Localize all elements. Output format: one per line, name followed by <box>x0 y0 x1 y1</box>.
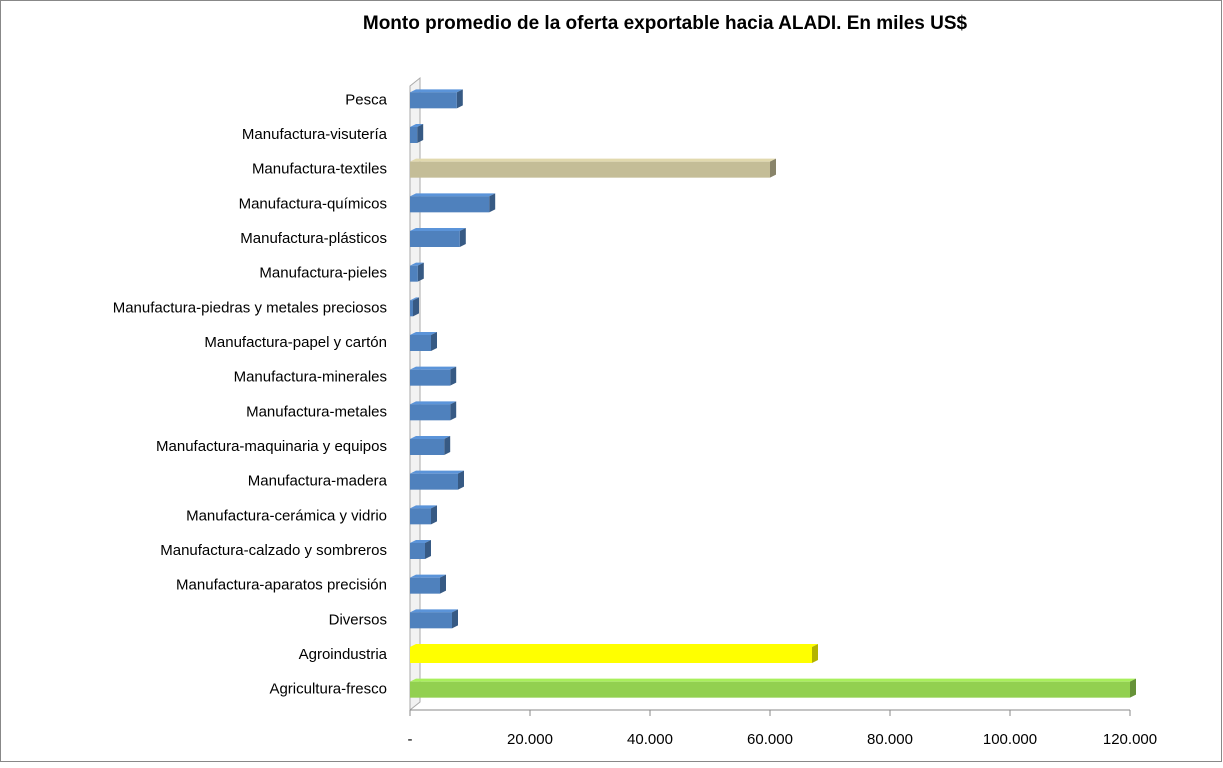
bar-side <box>450 366 457 386</box>
y-tick-label: Manufactura-pieles <box>259 265 387 282</box>
bar-side <box>452 609 458 629</box>
y-tick-label: Manufactura-minerales <box>234 369 387 386</box>
y-tick-label: Manufactura-plásticos <box>240 230 387 247</box>
x-tick-label: 40.000 <box>627 731 673 748</box>
bar-side <box>770 158 776 178</box>
chart-title: Monto promedio de la oferta exportable h… <box>363 13 968 34</box>
bar-side <box>444 436 451 455</box>
bar-top <box>410 193 496 197</box>
y-tick-label: Manufactura-aparatos precisión <box>176 577 387 594</box>
bar <box>410 231 460 247</box>
bar <box>410 612 452 629</box>
bar-top <box>410 228 466 231</box>
bar-side <box>413 297 419 317</box>
bar-top <box>410 124 424 127</box>
y-tick-label: Agroindustria <box>299 646 388 663</box>
x-tick-label: 80.000 <box>867 731 913 748</box>
y-tick-label: Manufactura-maquinaria y equipos <box>156 438 387 455</box>
bar-top <box>410 366 457 370</box>
x-tick-label: - <box>408 731 413 748</box>
bar-top <box>410 644 818 647</box>
y-tick-label: Manufactura-textiles <box>252 161 387 178</box>
bar-top <box>410 609 458 613</box>
bar-top <box>410 262 424 266</box>
bar-side <box>440 574 446 594</box>
bar-side <box>456 89 463 109</box>
bar-side <box>425 540 431 559</box>
y-tick-label: Manufactura-visutería <box>242 126 388 143</box>
y-tick-label: Manufactura-papel y cartón <box>204 334 387 351</box>
bar <box>410 543 425 559</box>
bar-top <box>410 505 437 509</box>
bar-side <box>417 124 424 143</box>
y-tick-label: Manufactura-cerámica y vidrio <box>186 507 387 524</box>
bar <box>410 577 440 594</box>
bar <box>410 473 458 490</box>
bar-side <box>417 262 424 282</box>
bar <box>410 335 431 351</box>
bar-top <box>410 297 419 301</box>
bar <box>410 265 418 282</box>
bar-top <box>410 158 776 162</box>
bar-top <box>410 436 451 439</box>
bar-side <box>450 401 457 421</box>
bar <box>410 196 490 213</box>
y-tick-label: Manufactura-piedras y metales preciosos <box>113 299 387 316</box>
y-tick-label: Manufactura-calzado y sombreros <box>160 542 387 559</box>
x-tick-label: 100.000 <box>983 731 1037 748</box>
bar-top <box>410 540 431 543</box>
bar <box>410 404 451 421</box>
bar <box>410 300 413 317</box>
y-tick-label: Manufactura-químicos <box>239 195 387 212</box>
bar-side <box>431 332 437 351</box>
y-tick-label: Manufactura-metales <box>246 403 387 420</box>
bar <box>410 92 457 109</box>
x-tick-label: 60.000 <box>747 731 793 748</box>
bar-side <box>1130 678 1136 698</box>
bar-top <box>410 470 464 474</box>
bar <box>410 508 431 525</box>
bar <box>410 647 812 663</box>
y-tick-label: Manufactura-madera <box>248 473 388 490</box>
bar-side <box>459 228 466 247</box>
y-tick-label: Agricultura-fresco <box>269 681 387 698</box>
bar-top <box>410 89 463 93</box>
y-tick-label: Pesca <box>345 91 387 108</box>
bar-top <box>410 678 1136 682</box>
y-tick-label: Diversos <box>329 611 387 628</box>
x-tick-label: 20.000 <box>507 731 553 748</box>
bar <box>410 439 445 455</box>
bar <box>410 161 770 178</box>
bar-side <box>431 505 437 525</box>
x-tick-label: 120.000 <box>1103 731 1157 748</box>
bar <box>410 681 1130 698</box>
bar-side <box>458 470 464 490</box>
bar-top <box>410 401 457 405</box>
bar-side <box>812 644 818 663</box>
bar <box>410 127 418 143</box>
bar-top <box>410 332 437 335</box>
bar-side <box>489 193 496 213</box>
bar-top <box>410 574 446 578</box>
bar <box>410 369 451 386</box>
